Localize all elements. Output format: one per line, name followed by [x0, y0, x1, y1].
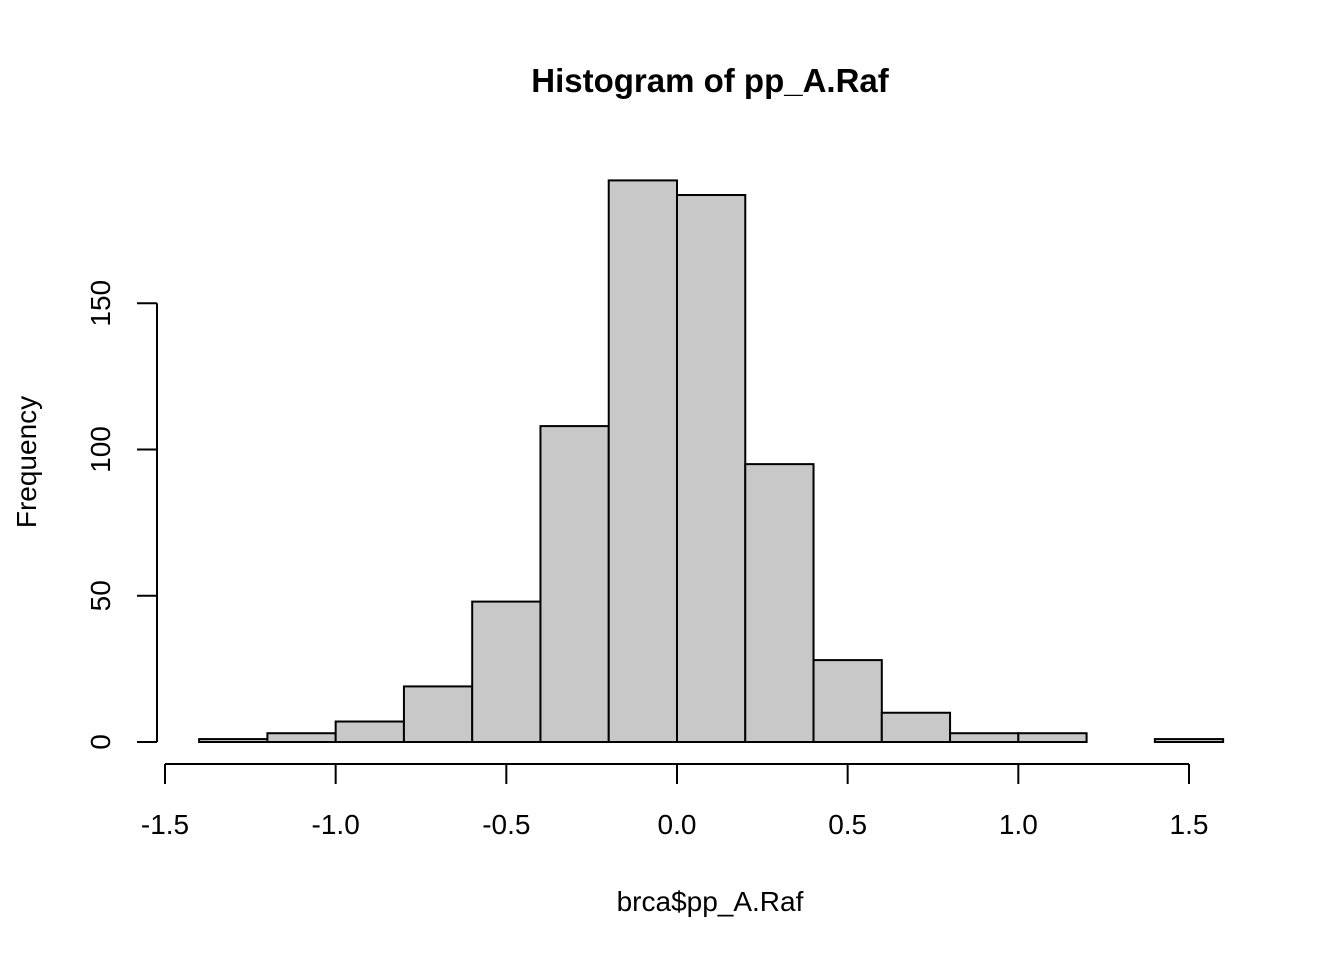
- histogram-bar: [1017, 732, 1088, 743]
- x-tick-label: -1.5: [141, 809, 189, 840]
- y-tick-label: 150: [85, 280, 116, 327]
- histogram-bar: [880, 711, 952, 743]
- x-axis-label: brca$pp_A.Raf: [617, 886, 804, 917]
- histogram-bar: [744, 463, 815, 744]
- x-tick-label: 1.5: [1170, 809, 1209, 840]
- y-axis: 0 50 100 150: [85, 280, 158, 750]
- histogram-bar: [198, 738, 269, 744]
- x-axis: -1.5 -1.0 -0.5 0.0 0.5 1.0 1.5: [141, 763, 1209, 840]
- histogram-bar: [607, 179, 678, 743]
- histogram-bar: [334, 720, 405, 744]
- chart-title: Histogram of pp_A.Raf: [531, 62, 890, 99]
- y-tick-label: 100: [85, 426, 116, 473]
- x-tick-label: -1.0: [312, 809, 360, 840]
- x-tick-label: 0.0: [658, 809, 697, 840]
- histogram-bar: [1153, 738, 1225, 744]
- histogram-bar: [266, 732, 337, 743]
- bars-layer: [198, 179, 1225, 744]
- histogram-bar: [812, 659, 883, 743]
- histogram-bar: [676, 194, 747, 743]
- y-tick-label: 0: [85, 734, 116, 750]
- y-tick-label: 50: [85, 580, 116, 611]
- histogram-bar: [471, 600, 542, 743]
- x-tick-label: 0.5: [828, 809, 867, 840]
- x-tick-label: 1.0: [999, 809, 1038, 840]
- x-tick-label: -0.5: [482, 809, 530, 840]
- histogram-bar: [402, 685, 474, 743]
- histogram-bar: [539, 425, 610, 743]
- y-axis-label: Frequency: [11, 396, 42, 528]
- histogram-bar: [949, 732, 1020, 743]
